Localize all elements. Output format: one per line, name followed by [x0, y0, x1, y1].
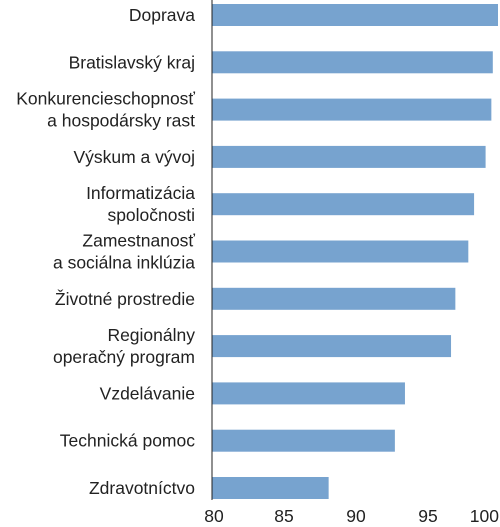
- x-axis-ticks: 80 85 90 95 100: [204, 506, 499, 526]
- category-label-line: Výskum a vývoj: [73, 147, 195, 167]
- bar: [212, 4, 498, 26]
- category-label-line: spoločnosti: [107, 205, 195, 225]
- x-tick-label: 90: [346, 506, 366, 526]
- bar: [212, 193, 475, 216]
- bar: [212, 145, 486, 168]
- category-label-line: Životné prostredie: [55, 289, 195, 309]
- category-label-line: a sociálna inklúzia: [53, 253, 195, 273]
- category-label-line: operačný program: [53, 347, 195, 367]
- category-label-line: Zamestnanosť: [82, 231, 195, 251]
- category-label-line: a hospodársky rast: [47, 111, 195, 131]
- category-label: Vzdelávanie: [100, 383, 195, 403]
- x-tick-label: 80: [204, 506, 224, 526]
- category-label: Konkurencieschopnosť a hospodársky rast: [16, 89, 195, 131]
- bar: [212, 429, 395, 452]
- category-label-line: Konkurencieschopnosť: [16, 89, 195, 109]
- category-label: Životné prostredie: [55, 289, 195, 309]
- x-tick-label: 95: [418, 506, 437, 526]
- bar: [212, 98, 492, 121]
- category-label-line: Regionálny: [107, 325, 195, 345]
- bar: [212, 240, 469, 263]
- bar: [212, 51, 493, 74]
- category-label: Bratislavský kraj: [69, 52, 195, 72]
- category-label-line: Doprava: [129, 5, 195, 25]
- category-labels: Doprava Bratislavský kraj Konkurencieschop…: [16, 5, 195, 498]
- category-label: Regionálny operačný program: [53, 325, 195, 367]
- category-label-line: Vzdelávanie: [100, 383, 195, 403]
- category-label: Doprava: [129, 5, 195, 25]
- category-label-line: Bratislavský kraj: [69, 52, 195, 72]
- category-label: Výskum a vývoj: [73, 147, 195, 167]
- bar: [212, 335, 452, 358]
- category-label: Informatizácia spoločnosti: [86, 183, 195, 225]
- category-label: Zamestnanosť a sociálna inklúzia: [53, 231, 195, 273]
- bar: [212, 382, 405, 405]
- x-tick-label: 85: [274, 506, 293, 526]
- category-label: Zdravotníctvo: [89, 478, 195, 498]
- bar: [212, 477, 329, 499]
- category-label-line: Technická pomoc: [60, 431, 195, 451]
- x-tick-label: 100: [470, 506, 499, 526]
- category-label-line: Zdravotníctvo: [89, 478, 195, 498]
- category-label-line: Informatizácia: [86, 183, 195, 203]
- category-label: Technická pomoc: [60, 431, 195, 451]
- bars-layer: [212, 4, 498, 499]
- bar: [212, 287, 456, 310]
